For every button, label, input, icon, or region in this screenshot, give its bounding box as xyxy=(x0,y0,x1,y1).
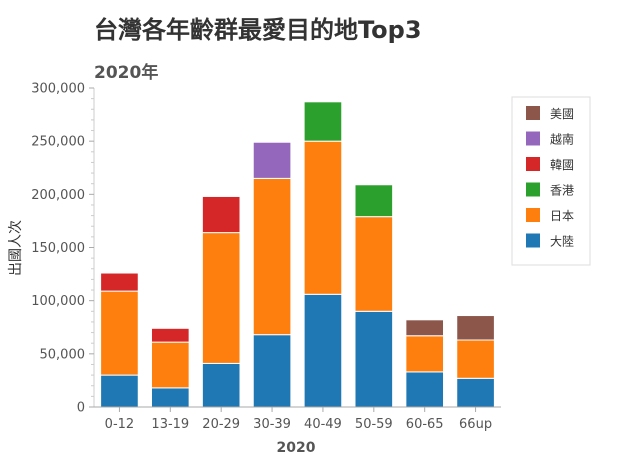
bar-segment xyxy=(354,184,394,218)
chart-title: 台灣各年齡群最愛目的地Top3 xyxy=(94,16,422,44)
bar-segment xyxy=(100,290,139,376)
legend-swatch xyxy=(526,131,540,146)
chart-subtitle: 2020年 xyxy=(94,62,158,83)
legend-label: 美國 xyxy=(550,107,574,121)
bar-segment xyxy=(405,319,445,337)
bar-segment xyxy=(201,362,241,408)
legend-label: 越南 xyxy=(550,132,574,147)
y-axis-title: 出國人次 xyxy=(8,220,24,276)
legend-label: 日本 xyxy=(550,209,574,223)
x-tick-label: 66up xyxy=(459,417,492,432)
y-tick-label: 100,000 xyxy=(31,294,85,309)
y-tick-label: 150,000 xyxy=(31,241,85,256)
bar-segment xyxy=(201,195,241,234)
bar-segment xyxy=(100,272,139,292)
legend-swatch xyxy=(526,106,540,120)
legend-swatch xyxy=(526,208,540,222)
bar-segment xyxy=(150,327,190,343)
bar-segment xyxy=(354,216,394,312)
legend-label: 香港 xyxy=(550,184,574,198)
bar-segment xyxy=(150,387,190,408)
bar-segment xyxy=(405,335,445,373)
bar-segment xyxy=(252,141,292,179)
axes-layer: 0 50,000 100,000 150,000 200,000 250,000 300,0… xyxy=(31,82,501,432)
bar-segment xyxy=(100,374,139,408)
y-tick-label: 50,000 xyxy=(40,347,86,362)
legend-swatch xyxy=(526,182,540,197)
legend-label: 韓國 xyxy=(550,158,574,172)
legend-box xyxy=(511,96,591,266)
x-tick-label: 13-19 xyxy=(151,417,189,432)
bar-segment xyxy=(456,377,495,408)
x-tick-label: 20-29 xyxy=(202,417,240,432)
legend-swatch xyxy=(526,157,540,171)
bars-layer xyxy=(100,101,495,408)
x-tick-label: 40-49 xyxy=(304,417,342,432)
y-tick-label: 0 xyxy=(77,401,85,416)
x-tick-label: 50-59 xyxy=(355,417,393,432)
bar-segment xyxy=(405,371,445,408)
bar-segment xyxy=(252,177,292,336)
x-tick-label: 0-12 xyxy=(105,417,135,432)
bar-segment xyxy=(456,339,495,379)
bar-segment xyxy=(201,232,241,364)
legend-swatch xyxy=(526,233,540,248)
x-tick-label: 60-65 xyxy=(406,417,444,432)
y-tick-label: 200,000 xyxy=(31,188,85,203)
bar-segment xyxy=(354,310,394,408)
x-tick-label: 30-39 xyxy=(253,417,291,432)
bar-segment xyxy=(303,101,343,142)
bar-segment xyxy=(303,140,343,295)
bar-segment xyxy=(303,293,343,408)
y-tick-label: 300,000 xyxy=(31,82,85,97)
bar-segment xyxy=(456,315,495,341)
bar-segment xyxy=(252,334,292,408)
bar-segment xyxy=(150,341,190,389)
x-axis-title: 2020 xyxy=(277,440,316,456)
y-tick-label: 250,000 xyxy=(31,135,85,150)
legend-label: 大陸 xyxy=(550,235,574,249)
